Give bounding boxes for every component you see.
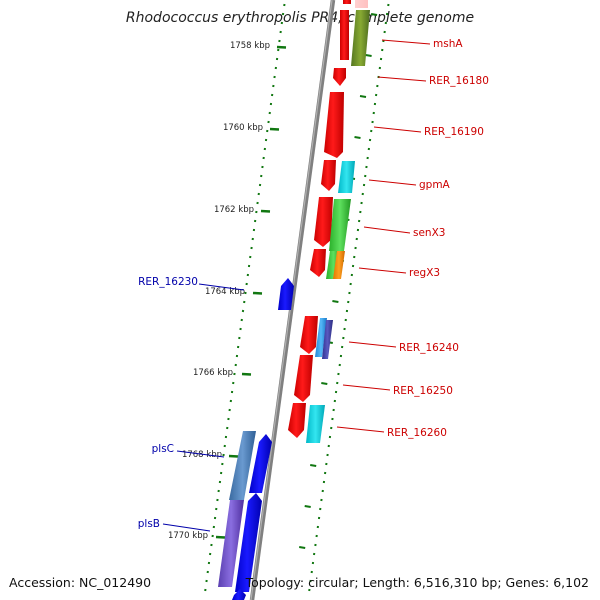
genes-reverse-strand xyxy=(218,278,294,600)
genes-outer-strand xyxy=(306,0,370,443)
gene-red[interactable] xyxy=(340,10,349,60)
gene-label[interactable]: gpmA xyxy=(419,179,451,191)
genome-backbone xyxy=(249,0,336,600)
leader-line xyxy=(358,267,407,274)
left-gene-labels: RER_16230 plsC plsB xyxy=(138,276,198,530)
leader-line xyxy=(162,523,211,532)
leader-line xyxy=(198,283,245,291)
leader-line xyxy=(348,341,397,348)
ruler-tick xyxy=(370,13,378,16)
left-leader-lines xyxy=(162,283,245,532)
ruler-label: 1762 kbp xyxy=(214,205,254,215)
gene-orange[interactable] xyxy=(333,251,345,279)
gene-green[interactable] xyxy=(329,199,351,251)
gene-red[interactable] xyxy=(324,92,344,158)
gene-red[interactable] xyxy=(288,403,306,438)
gene-label[interactable]: plsC xyxy=(152,443,174,455)
genes-forward-strand xyxy=(288,0,351,438)
leader-line xyxy=(373,126,422,133)
gene-olive[interactable] xyxy=(351,10,370,66)
leader-line xyxy=(381,39,431,45)
gene-red[interactable] xyxy=(310,249,326,277)
ruler-tick xyxy=(354,136,361,139)
ruler-tick xyxy=(310,464,317,467)
gene-red[interactable] xyxy=(343,0,351,4)
gene-red[interactable] xyxy=(314,197,333,247)
leader-line xyxy=(368,179,417,186)
right-leader-lines xyxy=(336,39,431,433)
ruler-tick xyxy=(332,300,339,303)
gene-navy[interactable] xyxy=(322,320,333,359)
leader-line xyxy=(363,226,411,234)
gene-red[interactable] xyxy=(333,68,346,86)
ruler-major-tick xyxy=(260,209,271,213)
right-gene-labels: mshA RER_16180 RER_16190 gpmA senX3 regX… xyxy=(387,38,489,439)
gene-red[interactable] xyxy=(321,160,336,191)
ruler-label: 1768 kbp xyxy=(182,450,222,460)
gene-blue[interactable] xyxy=(235,493,262,592)
gene-label[interactable]: RER_16230 xyxy=(138,276,198,288)
gene-blue[interactable] xyxy=(278,278,294,310)
ruler-label: 1760 kbp xyxy=(223,123,263,133)
ruler-labels: 1758 kbp 1760 kbp 1762 kbp 1764 kbp 1766… xyxy=(168,41,270,541)
ruler-tick xyxy=(304,505,311,508)
gene-label[interactable]: RER_16240 xyxy=(399,342,459,354)
gene-pale[interactable] xyxy=(355,0,368,8)
topology-text: Topology: circular; Length: 6,516,310 bp… xyxy=(245,575,589,590)
ruler-major-tick xyxy=(228,454,239,458)
ruler-tick xyxy=(321,382,328,385)
gene-blue[interactable] xyxy=(249,434,272,493)
gene-label[interactable]: RER_16260 xyxy=(387,427,447,439)
gene-label[interactable]: mshA xyxy=(433,38,463,50)
ruler-tick xyxy=(299,546,306,549)
ruler-label: 1766 kbp xyxy=(193,368,233,378)
ruler-tick xyxy=(365,54,372,57)
gene-sky[interactable] xyxy=(315,318,327,357)
gene-steel[interactable] xyxy=(229,431,256,500)
gene-label[interactable]: RER_16190 xyxy=(424,126,484,138)
gene-label[interactable]: senX3 xyxy=(413,227,445,239)
ruler-guides xyxy=(204,3,390,592)
gene-cyan[interactable] xyxy=(306,405,325,443)
ruler-major-tick xyxy=(215,535,226,539)
leader-line xyxy=(377,76,427,82)
ruler-major-tick xyxy=(241,372,252,376)
gene-cyan[interactable] xyxy=(338,161,355,193)
ruler-major-tick xyxy=(276,45,287,49)
gene-label[interactable]: RER_16180 xyxy=(429,75,489,87)
gene-red[interactable] xyxy=(300,316,318,354)
ruler-label: 1770 kbp xyxy=(168,531,208,541)
gene-blue[interactable] xyxy=(232,589,246,600)
ruler-major-tick xyxy=(252,291,263,295)
leader-line xyxy=(342,384,391,391)
ruler-label: 1764 kbp xyxy=(205,287,245,297)
leader-line xyxy=(176,450,225,458)
ruler-tick xyxy=(359,95,367,98)
gene-red[interactable] xyxy=(294,355,313,402)
gene-label[interactable]: plsB xyxy=(138,518,160,530)
gene-label[interactable]: regX3 xyxy=(409,267,440,279)
gene-label[interactable]: RER_16250 xyxy=(393,385,453,397)
accession-text: Accession: NC_012490 xyxy=(9,575,152,590)
ruler-major-tick xyxy=(269,127,280,131)
gene-purple[interactable] xyxy=(218,500,244,587)
ruler-label: 1758 kbp xyxy=(230,41,270,51)
leader-line xyxy=(336,426,385,433)
